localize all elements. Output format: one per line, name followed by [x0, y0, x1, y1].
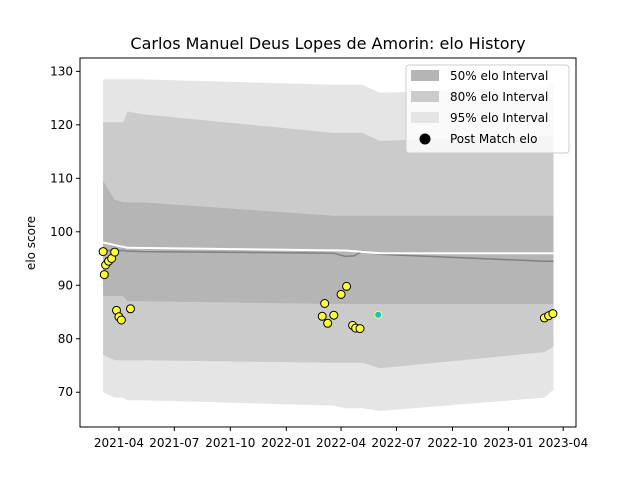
x-tick-label-1: 2021-07 — [149, 436, 199, 450]
x-axis: 2021-04 2021-07 2021-10 2022-01 2022-04 2022-… — [94, 427, 588, 450]
post-match-point-10 — [317, 311, 327, 321]
x-tick-label-8: 2023-04 — [538, 436, 588, 450]
post-match-point-9 — [126, 304, 135, 314]
legend-label-post-match: Post Match elo — [450, 132, 537, 146]
y-tick-label-3: 100 — [50, 225, 73, 239]
x-tick-label-7: 2023-01 — [483, 436, 533, 450]
legend-label-80: 80% elo Interval — [450, 90, 548, 104]
post-match-point-15 — [342, 281, 352, 291]
x-tick-label-0: 2021-04 — [94, 436, 144, 450]
highlight-point-0 — [374, 310, 383, 319]
legend: 50% elo Interval 80% elo Interval 95% el… — [405, 64, 570, 154]
y-tick-label-0: 70 — [58, 385, 73, 399]
legend-swatch-50 — [411, 70, 439, 81]
post-match-point-12 — [323, 318, 333, 328]
legend-swatch-80 — [411, 91, 439, 102]
y-tick-label-5: 120 — [50, 118, 73, 132]
post-match-point-11 — [320, 299, 330, 308]
x-tick-label-6: 2022-10 — [427, 436, 477, 450]
y-tick-label-6: 130 — [50, 64, 73, 78]
baseline-elo-line — [102, 241, 554, 255]
x-tick-label-3: 2022-01 — [261, 436, 311, 450]
legend-box — [405, 64, 570, 154]
chart-title: Carlos Manuel Deus Lopes de Amorin: elo … — [130, 34, 525, 53]
band-50-interval — [103, 181, 554, 304]
plot-area — [98, 79, 558, 412]
legend-label-95: 95% elo Interval — [450, 111, 548, 125]
post-match-point-13 — [329, 310, 339, 320]
x-tick-label-4: 2022-04 — [316, 436, 366, 450]
post-match-point-18 — [355, 324, 365, 334]
post-match-point-14 — [336, 289, 346, 299]
post-match-point-8 — [116, 315, 126, 325]
y-tick-label-2: 90 — [58, 278, 73, 292]
mean-elo-line — [103, 249, 554, 262]
y-axis: 70 80 90 100 110 120 130 — [50, 64, 80, 399]
legend-swatch-95 — [411, 112, 439, 123]
legend-marker-post-match — [419, 133, 431, 145]
post-match-point-1 — [99, 270, 109, 280]
y-tick-label-1: 80 — [58, 332, 73, 346]
post-match-point-0 — [98, 247, 108, 257]
plot-frame — [79, 57, 577, 428]
y-tick-label-4: 110 — [50, 171, 73, 185]
x-tick-label-5: 2022-07 — [371, 436, 421, 450]
post-match-point-21 — [548, 309, 558, 319]
x-tick-label-2: 2021-10 — [205, 436, 255, 450]
post-match-point-5 — [110, 247, 120, 257]
y-axis-label: elo score — [24, 216, 38, 270]
legend-label-50: 50% elo Interval — [450, 69, 548, 83]
